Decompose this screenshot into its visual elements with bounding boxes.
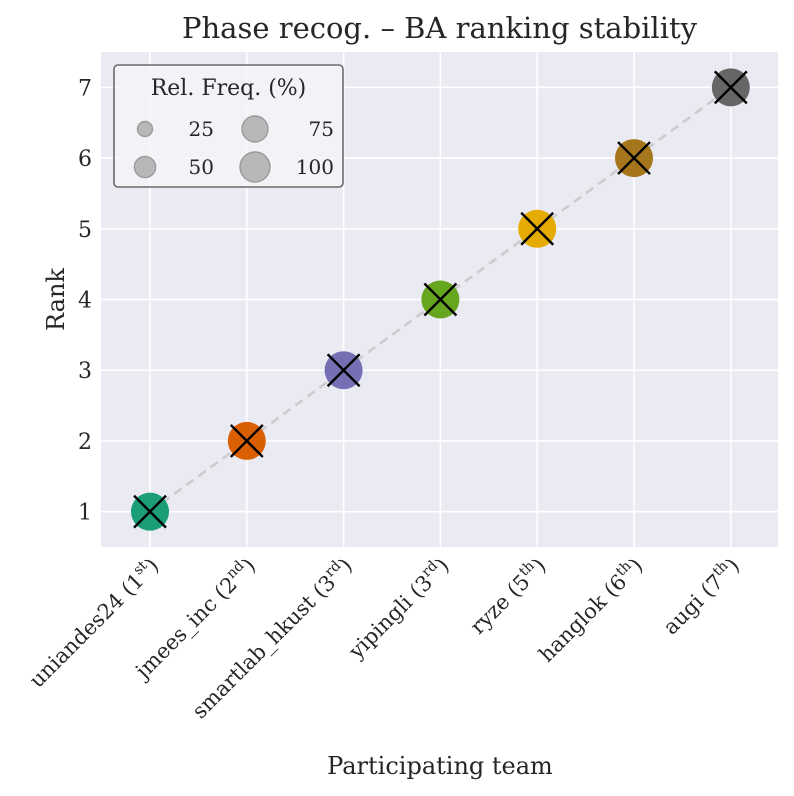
legend-entry-label: 50 [189,155,214,179]
y-tick-label: 2 [78,430,92,455]
x-axis-label: Participating team [327,752,553,780]
y-tick-label: 6 [78,147,92,172]
team-marker [615,139,653,178]
legend-size-marker [136,120,154,138]
mean-rank-x-marker [229,424,264,458]
x-tick-label: augi (7th) [657,552,744,639]
mean-rank-x-marker [713,70,748,105]
y-tick-label: 1 [78,501,92,526]
team-marker [421,280,460,319]
legend-size-marker [241,115,269,143]
y-tick-label: 4 [78,289,92,314]
y-tick-label: 7 [78,76,92,101]
legend-box [113,64,344,188]
team-marker [131,492,169,531]
legend: Rel. Freq. (%) 25 50 75 100 [113,64,344,188]
x-tick-label: smartlab_hkust (3rd) [186,552,357,723]
legend-entry-label: 25 [189,117,214,141]
team-marker [227,421,266,460]
team-marker [518,209,557,248]
mean-rank-x-marker [326,353,361,388]
y-tick-labels: 1 2 3 4 5 6 7 [78,76,92,525]
x-tick-label: ryze (5th) [464,552,551,639]
y-tick-label: 5 [78,218,92,243]
chart-title: Phase recog. – BA ranking stability [182,11,698,45]
x-tick-label: hanglok (6th) [533,552,648,667]
y-tick-label: 3 [78,359,92,384]
x-tick-label: yipingli (3rd) [342,552,454,664]
team-marker [711,68,750,107]
legend-size-marker [239,151,271,183]
mean-rank-x-marker [520,211,555,246]
legend-size-marker [133,155,157,179]
data-markers [131,68,750,531]
team-marker [324,351,363,390]
mean-rank-x-marker [423,282,458,317]
legend-entry-label: 100 [296,155,334,179]
mean-rank-x-marker [617,141,651,175]
mean-rank-x-marker [133,494,167,529]
legend-entry-label: 75 [309,117,334,141]
legend-title: Rel. Freq. (%) [151,76,307,101]
x-tick-labels: uniandes24 (1st)jmees_inc (2nd)smartlab_… [25,552,745,724]
y-axis-label: Rank [42,268,70,331]
